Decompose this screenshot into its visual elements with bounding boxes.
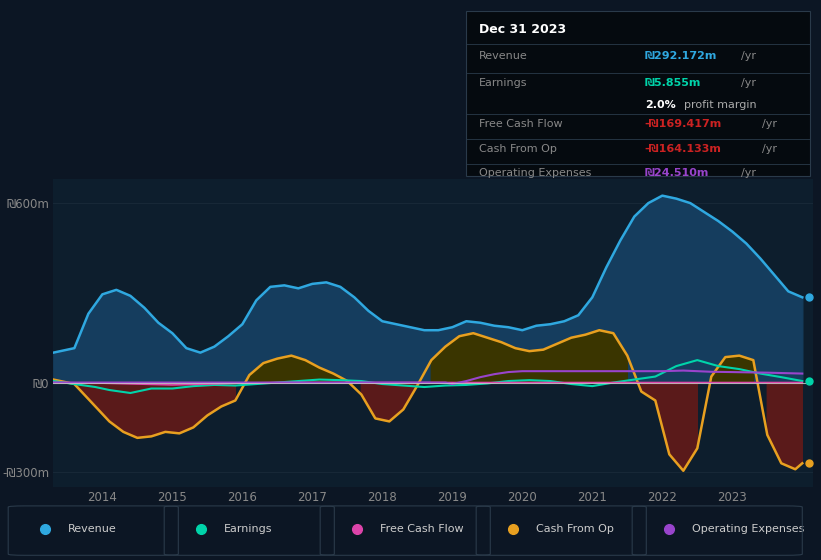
Text: Earnings: Earnings bbox=[479, 78, 528, 88]
Text: /yr: /yr bbox=[741, 168, 756, 178]
Text: /yr: /yr bbox=[762, 119, 777, 129]
Text: ₪24.510m: ₪24.510m bbox=[644, 168, 709, 178]
Text: profit margin: profit margin bbox=[685, 100, 757, 110]
Text: Operating Expenses: Operating Expenses bbox=[479, 168, 592, 178]
Text: 2.0%: 2.0% bbox=[644, 100, 676, 110]
Text: ₪292.172m: ₪292.172m bbox=[644, 51, 718, 61]
Text: Free Cash Flow: Free Cash Flow bbox=[380, 524, 464, 534]
Text: -₪164.133m: -₪164.133m bbox=[644, 144, 722, 154]
Text: /yr: /yr bbox=[741, 78, 756, 88]
Text: /yr: /yr bbox=[741, 51, 756, 61]
Text: Cash From Op: Cash From Op bbox=[479, 144, 557, 154]
Text: Dec 31 2023: Dec 31 2023 bbox=[479, 23, 566, 36]
Text: Free Cash Flow: Free Cash Flow bbox=[479, 119, 563, 129]
Text: ₪5.855m: ₪5.855m bbox=[644, 78, 701, 88]
Text: Revenue: Revenue bbox=[68, 524, 117, 534]
Text: -₪169.417m: -₪169.417m bbox=[644, 119, 722, 129]
Text: Revenue: Revenue bbox=[479, 51, 528, 61]
Text: Earnings: Earnings bbox=[224, 524, 273, 534]
Text: Cash From Op: Cash From Op bbox=[536, 524, 614, 534]
Text: /yr: /yr bbox=[762, 144, 777, 154]
Text: Operating Expenses: Operating Expenses bbox=[692, 524, 805, 534]
